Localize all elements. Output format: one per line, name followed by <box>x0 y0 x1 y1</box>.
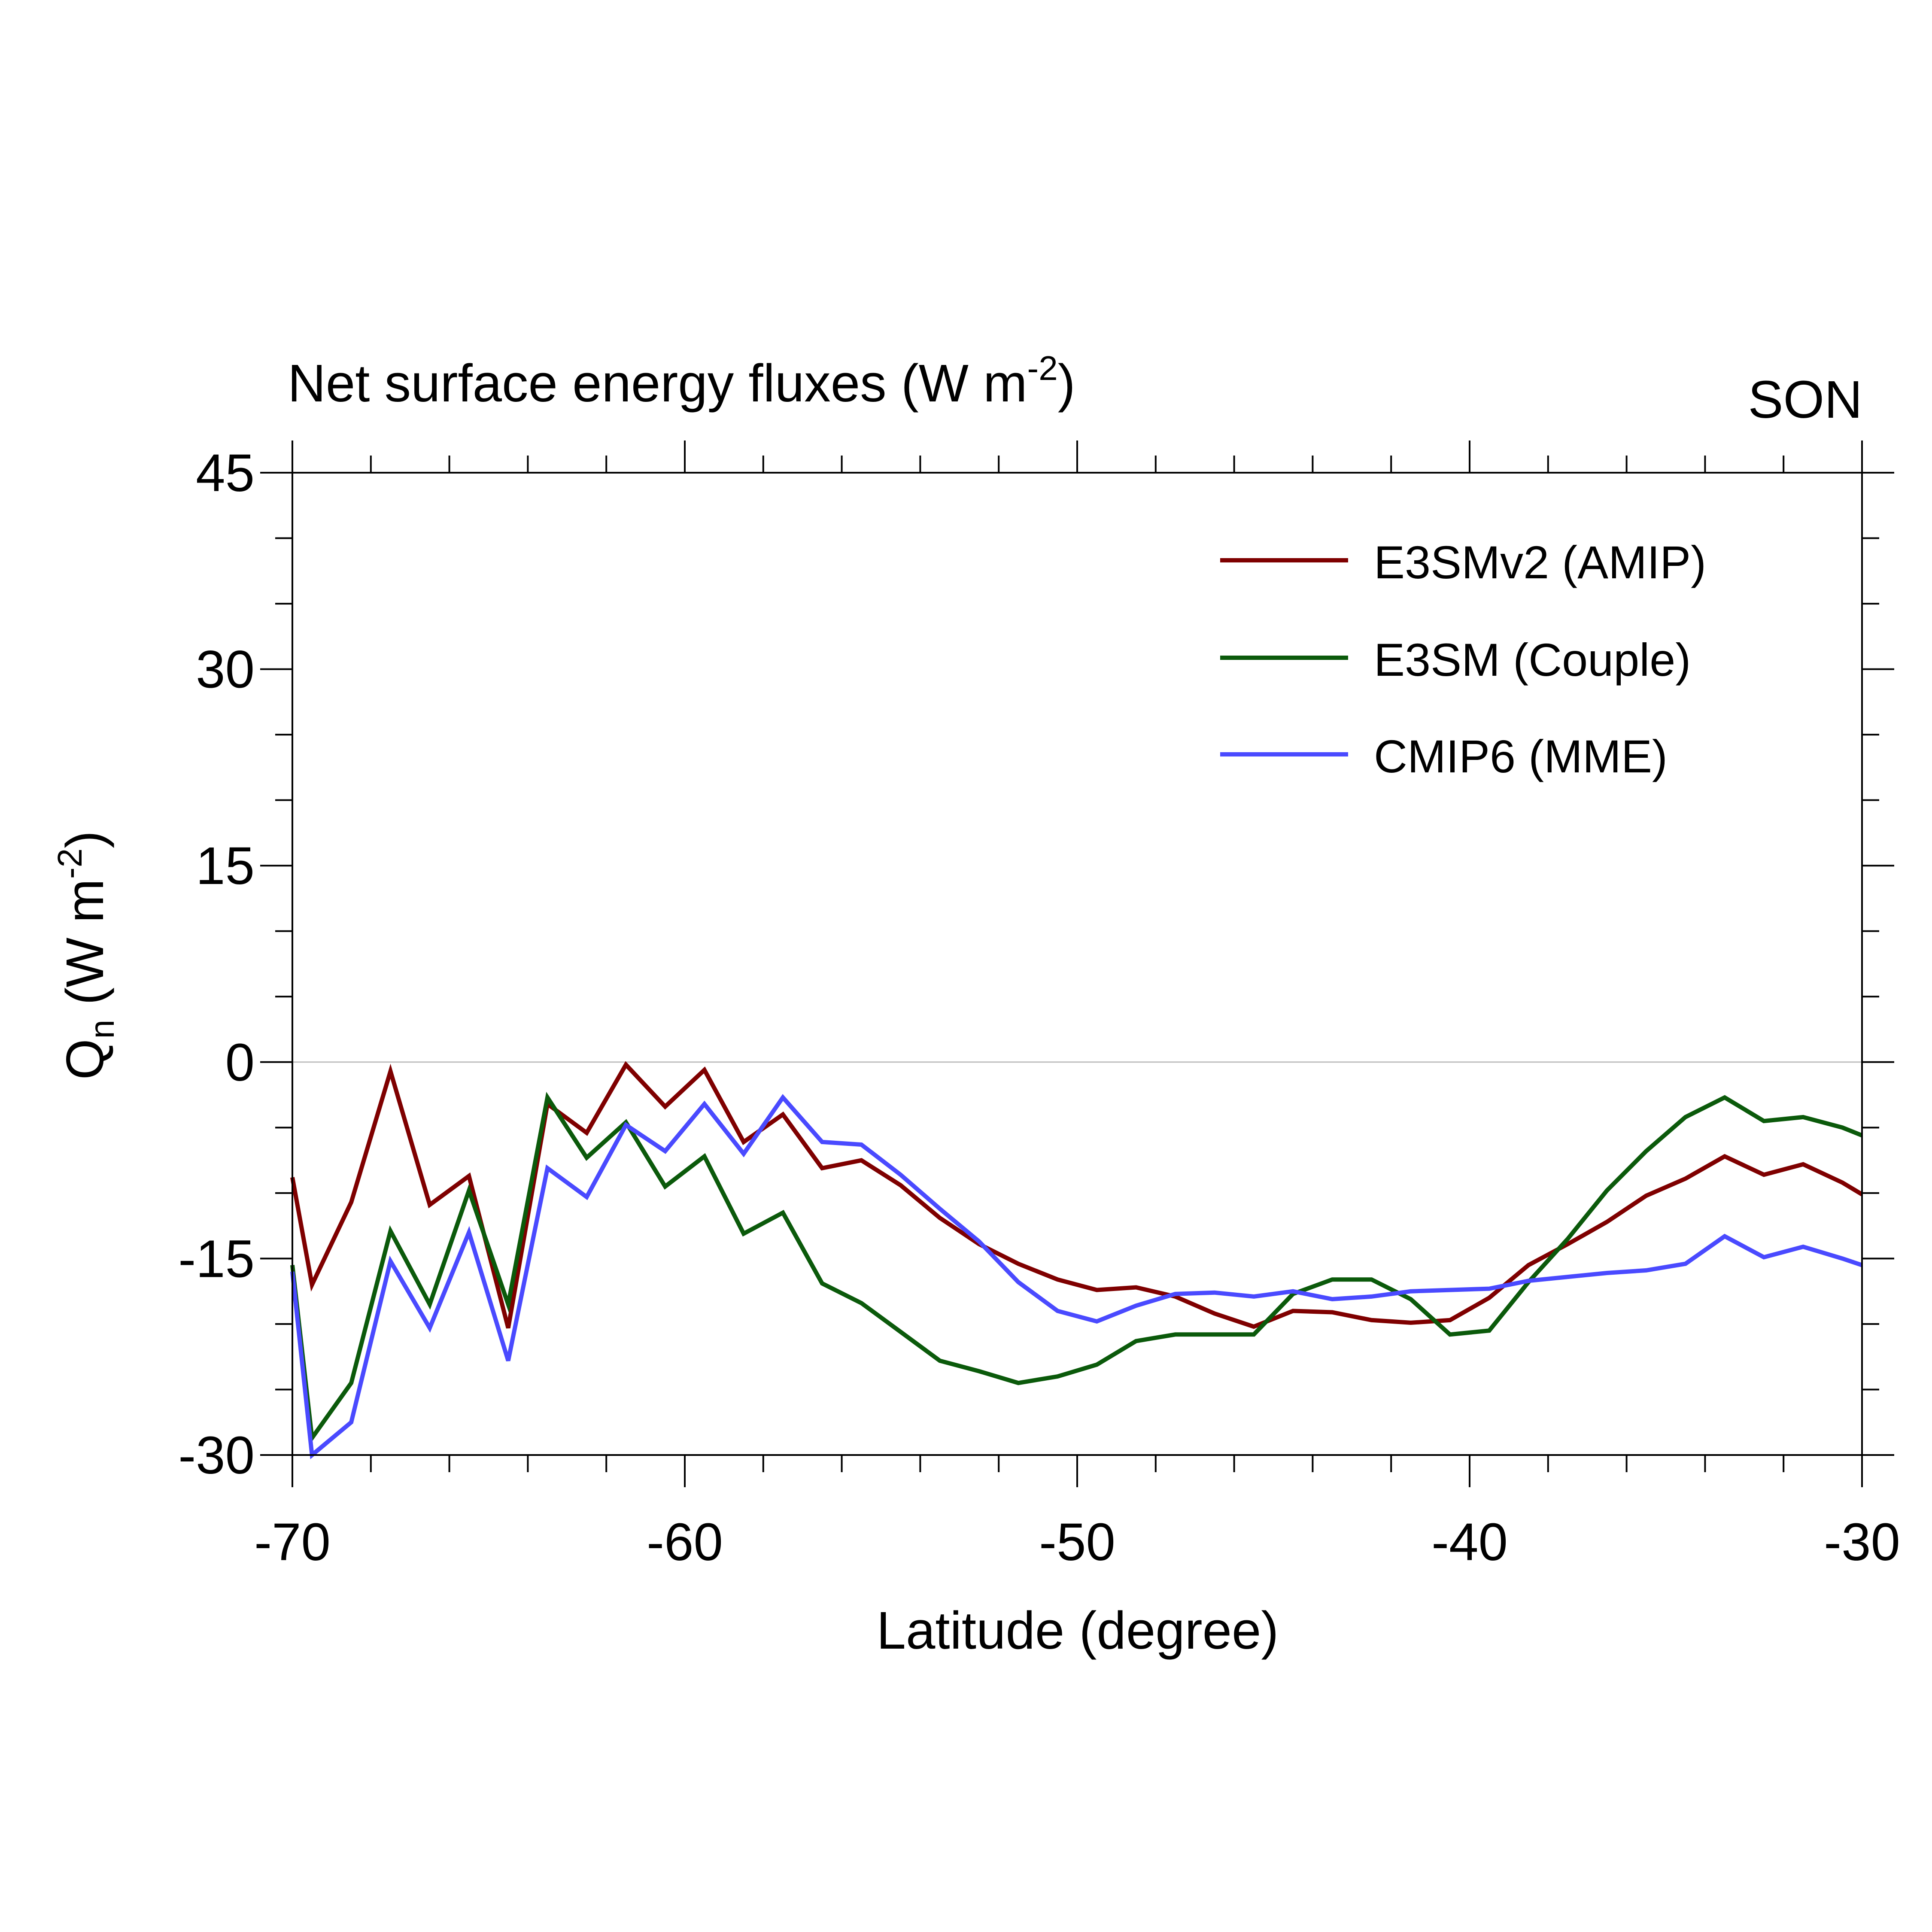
y-axis-title-close: ) <box>56 831 115 848</box>
y-axis-title-main: Q <box>56 1039 115 1080</box>
y-tick-label: -15 <box>178 1230 255 1288</box>
x-tick-label: -60 <box>647 1513 723 1572</box>
legend: E3SMv2 (AMIP) E3SM (Couple) CMIP6 (MME) <box>1220 536 1706 782</box>
y-tick-labels: -30 -15 0 15 30 45 <box>178 444 255 1485</box>
y-tick-label: 30 <box>196 641 255 699</box>
series-line-3 <box>290 1094 1863 1459</box>
x-tick-label: -40 <box>1431 1513 1508 1572</box>
y-axis-title: Qn (W m-2) <box>51 831 121 1080</box>
y-tick-label: 15 <box>196 837 255 896</box>
legend-label-2: E3SM (Couple) <box>1374 634 1691 686</box>
season-label: SON <box>1748 371 1862 429</box>
series-layer <box>290 1061 1863 1459</box>
ticks-layer <box>260 440 1894 1487</box>
y-tick-label: 0 <box>225 1033 255 1092</box>
chart-title-close: ) <box>1058 354 1075 413</box>
series-line-2 <box>290 1092 1863 1444</box>
chart-title-superscript: -2 <box>1027 349 1058 387</box>
legend-label-1: E3SMv2 (AMIP) <box>1374 536 1706 588</box>
y-tick-label: 45 <box>196 444 255 503</box>
chart-title: Net surface energy fluxes (W m-2) <box>288 349 1075 413</box>
y-axis-title-subscript: n <box>83 1020 121 1039</box>
legend-label-3: CMIP6 (MME) <box>1374 730 1668 782</box>
chart-title-main: Net surface energy fluxes (W m <box>288 354 1027 413</box>
y-tick-label: -30 <box>178 1426 255 1485</box>
x-tick-label: -30 <box>1824 1513 1900 1572</box>
x-tick-label: -50 <box>1039 1513 1115 1572</box>
x-tick-labels: -70 -60 -50 -40 -30 <box>254 1513 1900 1572</box>
x-tick-label: -70 <box>254 1513 331 1572</box>
y-axis-title-superscript: -2 <box>51 848 89 879</box>
y-axis-title-units: (W m <box>56 879 115 1020</box>
x-axis-title: Latitude (degree) <box>877 1601 1279 1660</box>
